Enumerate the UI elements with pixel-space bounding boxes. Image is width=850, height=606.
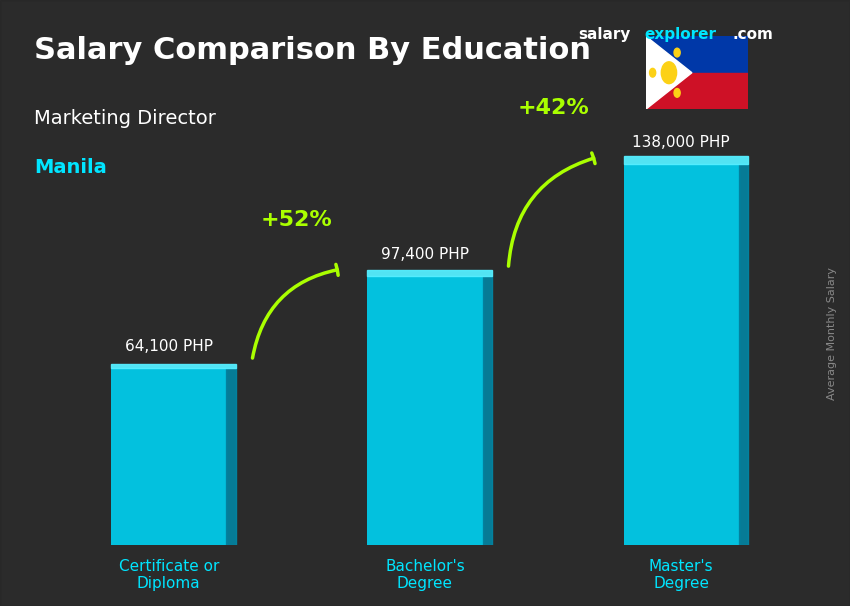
Bar [739,164,748,545]
Bar [483,276,492,545]
Text: Salary Comparison By Education: Salary Comparison By Education [34,36,591,65]
Text: 64,100 PHP: 64,100 PHP [125,339,212,354]
Text: salary: salary [578,27,631,42]
Text: explorer: explorer [644,27,717,42]
Bar [111,368,226,545]
Bar [367,276,483,545]
Circle shape [661,62,677,84]
Circle shape [674,48,680,57]
Circle shape [674,88,680,97]
Text: .com: .com [733,27,774,42]
Bar [646,36,748,73]
Text: Marketing Director: Marketing Director [34,109,216,128]
Bar [624,156,748,164]
Text: Average Monthly Salary: Average Monthly Salary [827,267,837,400]
Circle shape [649,68,655,77]
Bar [111,364,235,368]
Text: Manila: Manila [34,158,107,176]
Bar [226,368,235,545]
Text: +52%: +52% [261,210,332,230]
Bar [624,164,739,545]
Text: 97,400 PHP: 97,400 PHP [381,247,469,262]
Bar [367,270,492,276]
Text: 138,000 PHP: 138,000 PHP [632,135,730,150]
Polygon shape [646,36,692,109]
Bar [646,73,748,109]
Text: +42%: +42% [518,98,589,118]
